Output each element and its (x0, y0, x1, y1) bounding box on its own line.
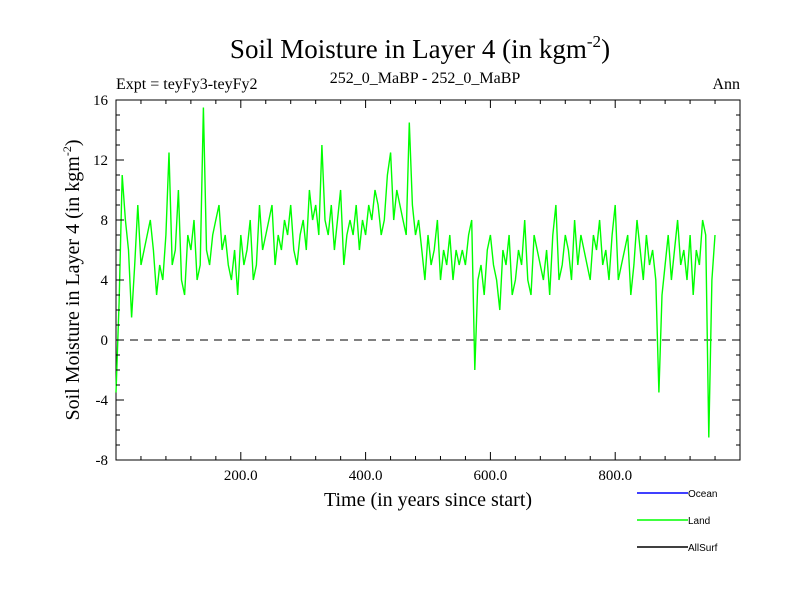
y-tick-label: -4 (96, 393, 109, 409)
chart-title-sup: -2 (587, 32, 601, 51)
y-tick-label: -8 (96, 453, 109, 469)
subtitle-right: Ann (712, 76, 740, 93)
chart-title-main: Soil Moisture in Layer 4 (in kgm (230, 34, 587, 64)
y-tick-label: 0 (101, 333, 109, 349)
chart-title: Soil Moisture in Layer 4 (in kgm-2) (230, 32, 610, 64)
y-tick-label: 16 (93, 93, 109, 109)
legend-label-allsurf: AllSurf (688, 543, 718, 554)
legend-label-land: Land (688, 516, 710, 527)
y-tick-label: 12 (93, 153, 108, 169)
plot-frame (115, 99, 741, 461)
x-axis-ticks: 200.0 400.0 600.0 800.0 (140, 100, 716, 484)
chart-title-close: ) (601, 34, 610, 64)
subtitle-center: 252_0_MaBP - 252_0_MaBP (330, 70, 521, 87)
y-tick-label: 4 (101, 273, 109, 289)
x-tick-label: 600.0 (474, 468, 508, 484)
x-tick-label: 800.0 (598, 468, 632, 484)
subtitle-left: Expt = teyFy3-teyFy2 (116, 76, 257, 93)
legend: Ocean Land AllSurf (637, 489, 718, 554)
legend-label-ocean: Ocean (688, 489, 717, 500)
x-axis-label: Time (in years since start) (324, 489, 532, 511)
x-tick-label: 200.0 (224, 468, 258, 484)
y-axis-label-sup: -2 (60, 146, 74, 156)
y-tick-label: 8 (101, 213, 109, 229)
y-axis-ticks: -8 -4 0 4 8 12 16 (93, 93, 740, 469)
y-axis-label-close: ) (62, 139, 84, 146)
series-line-land (115, 107, 716, 438)
y-axis-label-main: Soil Moisture in Layer 4 (in kgm (62, 156, 84, 421)
x-tick-label: 400.0 (349, 468, 383, 484)
y-axis-label: Soil Moisture in Layer 4 (in kgm-2) (60, 139, 84, 420)
